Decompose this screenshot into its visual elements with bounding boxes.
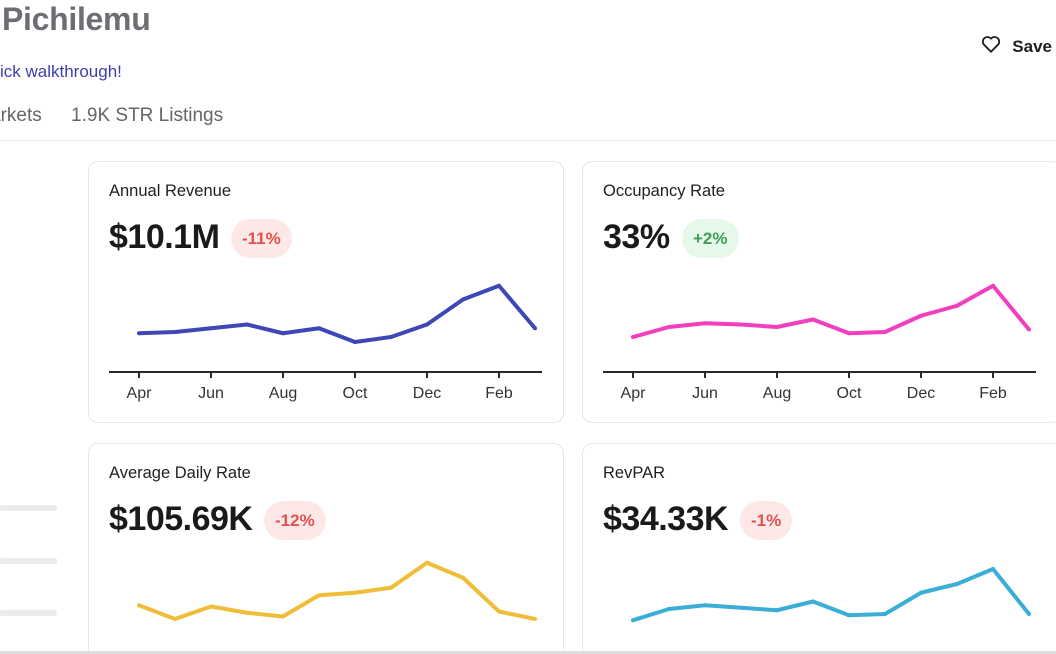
data-point-oct — [353, 340, 357, 344]
data-point-aug — [281, 331, 285, 336]
data-point-dec — [919, 313, 923, 318]
save-label: Save — [1012, 36, 1052, 56]
data-point-jul — [739, 605, 743, 610]
heart-icon — [980, 33, 1002, 60]
data-point-may — [667, 607, 671, 611]
markets-stat[interactable]: arkets — [0, 105, 42, 126]
x-tick-label: Apr — [621, 385, 647, 402]
x-tick-label: Jun — [198, 385, 224, 402]
data-point-jan — [461, 297, 465, 302]
data-point-may — [173, 617, 177, 621]
series-line — [138, 560, 536, 621]
series-line — [632, 567, 1031, 623]
metric-label: Occupancy Rate — [603, 182, 725, 200]
data-point-mar — [533, 617, 537, 621]
data-point-jan — [955, 303, 959, 308]
data-point-apr — [137, 331, 141, 336]
series-line — [632, 283, 1031, 339]
data-point-nov — [883, 330, 887, 334]
skeleton-placeholder — [0, 505, 57, 511]
listings-stat[interactable]: 1.9K STR Listings — [71, 105, 224, 126]
market-title: Pichilemu — [2, 1, 151, 37]
metric-card-average-daily-rate[interactable]: Average Daily Rate $105.69K -12% AprJunAugO… — [88, 443, 564, 654]
data-point-aug — [775, 325, 779, 329]
data-point-nov — [883, 612, 887, 616]
data-point-mar — [1027, 327, 1031, 332]
series-line — [138, 283, 537, 344]
data-point-nov — [389, 335, 393, 339]
metric-value: 33% — [603, 218, 670, 256]
data-point-apr — [631, 618, 635, 623]
data-point-sep — [811, 599, 815, 604]
data-point-apr — [137, 603, 141, 608]
metric-label: Annual Revenue — [109, 182, 232, 200]
x-tick-label: Aug — [269, 385, 297, 402]
x-tick-label: Oct — [343, 385, 368, 402]
x-tick-label: Jun — [692, 385, 718, 402]
x-tick-label: Aug — [763, 385, 791, 402]
bottom-edge — [0, 651, 1056, 654]
save-button[interactable]: Save — [980, 33, 1052, 60]
data-point-mar — [533, 326, 537, 331]
metric-label: Average Daily Rate — [109, 464, 251, 482]
data-point-oct — [847, 613, 851, 618]
data-point-jan — [955, 582, 959, 586]
data-point-may — [173, 330, 177, 334]
data-point-jun — [703, 603, 707, 608]
skeleton-placeholder — [0, 610, 57, 616]
skeleton-placeholder — [0, 558, 57, 564]
data-point-jan — [461, 575, 465, 580]
x-tick-label: Feb — [485, 385, 513, 402]
sparkline-chart: Apr Jun Aug Oct Dec Feb — [603, 283, 1036, 402]
data-point-feb — [991, 283, 995, 288]
data-point-may — [667, 325, 671, 329]
data-point-feb — [497, 283, 501, 288]
data-point-nov — [389, 585, 393, 590]
data-point-dec — [425, 560, 429, 565]
data-point-aug — [775, 608, 779, 613]
data-point-feb — [497, 609, 501, 614]
change-badge: -11% — [231, 219, 292, 258]
walkthrough-link[interactable]: ick walkthrough! — [0, 62, 122, 81]
data-point-dec — [425, 322, 429, 327]
data-point-oct — [353, 590, 357, 595]
data-point-aug — [281, 614, 285, 619]
x-tick-label: Apr — [127, 385, 153, 402]
header-divider — [0, 140, 1056, 141]
data-point-jul — [245, 322, 249, 327]
data-point-mar — [1027, 612, 1031, 616]
metric-card-occupancy-rate[interactable]: Occupancy Rate 33% +2% Apr Jun Aug Oct Dec Feb — [582, 161, 1056, 423]
data-point-sep — [811, 317, 815, 322]
metric-value: $34.33K — [603, 500, 729, 538]
market-stats: arkets 1.9K STR Listings — [0, 104, 223, 128]
metric-value: $10.1M — [109, 218, 220, 256]
change-badge: -12% — [264, 501, 326, 540]
data-point-jul — [739, 322, 743, 327]
data-point-sep — [317, 593, 321, 598]
data-point-jul — [245, 610, 249, 615]
metric-label: RevPAR — [603, 464, 666, 482]
data-point-jun — [209, 604, 213, 609]
data-point-jun — [703, 321, 707, 326]
x-tick-label: Dec — [907, 385, 935, 402]
metric-card-annual-revenue[interactable]: Annual Revenue $10.1M -11% Apr Jun Aug Oct Dec F… — [88, 161, 564, 423]
change-badge: -1% — [740, 501, 793, 540]
sparkline-chart: Apr Jun Aug Oct Dec Feb — [109, 283, 542, 402]
data-point-sep — [317, 326, 321, 331]
data-point-apr — [631, 335, 635, 339]
data-point-jun — [209, 326, 213, 331]
change-badge: +2% — [682, 219, 739, 258]
x-tick-label: Oct — [837, 385, 862, 402]
x-tick-label: Dec — [413, 385, 441, 402]
data-point-dec — [919, 590, 923, 595]
metric-value: $105.69K — [109, 500, 253, 538]
data-point-oct — [847, 331, 851, 336]
x-tick-label: Feb — [979, 385, 1007, 402]
data-point-feb — [991, 567, 995, 571]
